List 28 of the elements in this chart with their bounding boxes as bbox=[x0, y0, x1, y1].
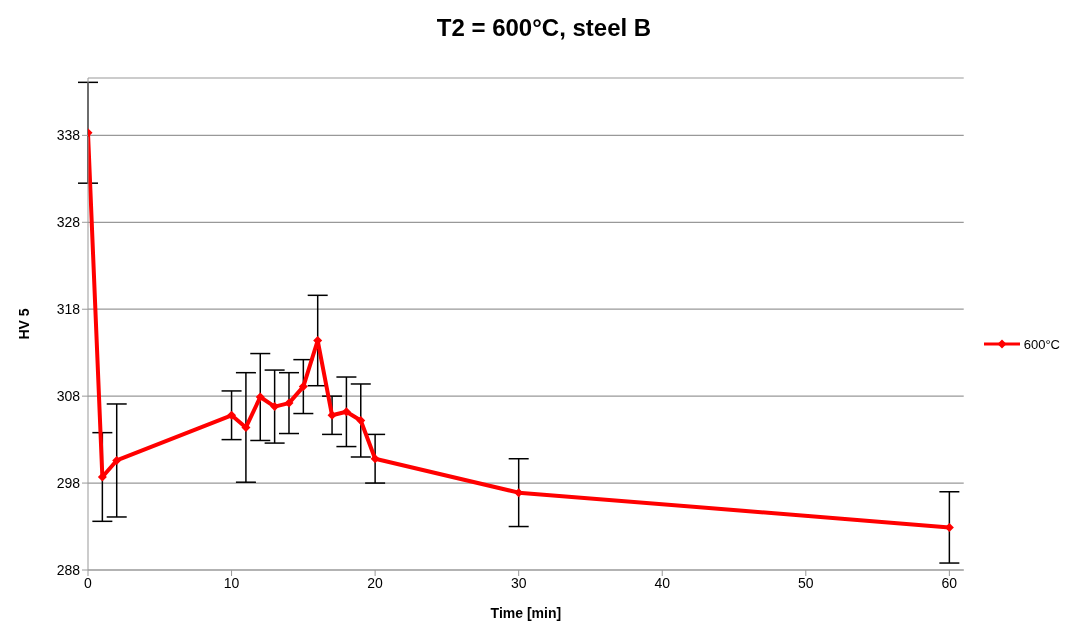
point bbox=[298, 382, 308, 392]
y-tick-label: 298 bbox=[56, 475, 81, 492]
point bbox=[356, 415, 366, 425]
legend-label: 600°C bbox=[1023, 336, 1060, 352]
point bbox=[112, 455, 122, 465]
x-tick-label: 60 bbox=[941, 574, 958, 591]
point bbox=[227, 410, 237, 420]
point bbox=[270, 402, 280, 412]
chart-title: T2 = 600°C, steel B bbox=[435, 13, 653, 43]
y-tick-label: 328 bbox=[56, 214, 81, 231]
x-tick-label: 20 bbox=[367, 574, 384, 591]
x-tick-label: 0 bbox=[84, 574, 93, 591]
y-axis-title: HV 5 bbox=[15, 308, 32, 340]
y-tick-label: 288 bbox=[56, 561, 81, 578]
y-tick-label: 338 bbox=[56, 127, 81, 144]
x-tick-label: 10 bbox=[223, 574, 240, 591]
y-tick-label: 308 bbox=[56, 388, 81, 405]
x-tick-label: 30 bbox=[510, 574, 527, 591]
point bbox=[327, 410, 337, 420]
y-tick-label: 318 bbox=[56, 301, 81, 318]
x-axis-title: Time [min] bbox=[490, 605, 562, 621]
point bbox=[284, 398, 294, 408]
point bbox=[241, 422, 251, 432]
x-tick-label: 40 bbox=[654, 574, 671, 591]
point bbox=[370, 454, 380, 464]
point bbox=[255, 392, 265, 402]
point bbox=[341, 407, 351, 417]
x-tick-label: 50 bbox=[798, 574, 814, 591]
